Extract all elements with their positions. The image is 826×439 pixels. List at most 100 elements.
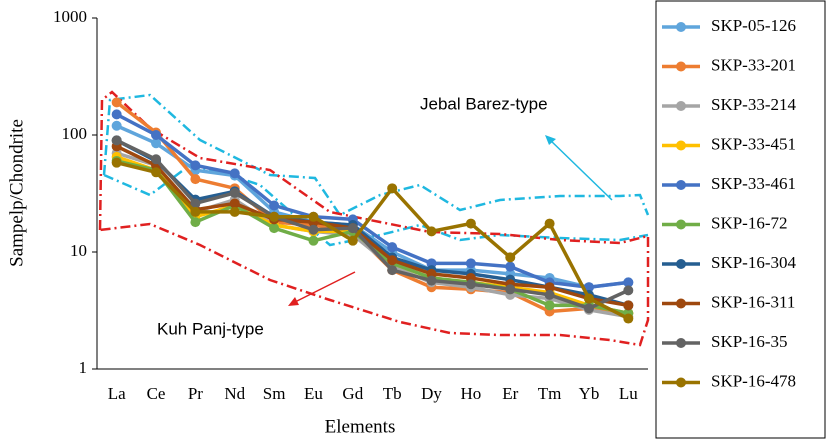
x-tick-label: Tm	[538, 384, 562, 403]
annotation: Kuh Panj-type	[157, 319, 264, 338]
legend-label: SKP-16-478	[711, 371, 796, 390]
legend-marker	[676, 180, 686, 190]
legend-marker	[676, 298, 686, 309]
point	[623, 300, 634, 311]
series-line	[115, 144, 629, 308]
x-tick-label: Ce	[147, 384, 166, 403]
point	[308, 211, 319, 222]
kuh-panj-field	[98, 90, 650, 347]
point	[190, 206, 201, 217]
point	[623, 277, 634, 288]
point	[387, 242, 398, 253]
x-tick-label: La	[108, 384, 126, 403]
legend-label: SKP-16-311	[711, 292, 795, 311]
point	[347, 235, 358, 246]
legend-label: SKP-33-451	[711, 134, 796, 153]
legend-marker	[676, 22, 686, 32]
point	[426, 226, 437, 237]
legend-marker	[676, 377, 686, 388]
y-axis-label: Sampelp/Chondrite	[6, 119, 27, 267]
legend-label: SKP-05-126	[711, 16, 796, 35]
point	[308, 224, 319, 235]
x-tick-label: Er	[502, 384, 518, 403]
arrow-head	[545, 135, 556, 145]
legend-label: SKP-16-304	[711, 253, 797, 272]
arrow	[547, 137, 613, 201]
y-tick-label: 100	[62, 124, 88, 143]
y-tick-label: 1	[79, 358, 88, 377]
legend-marker	[676, 259, 686, 269]
point	[465, 258, 476, 269]
point	[544, 300, 555, 311]
point	[387, 265, 398, 276]
point	[623, 313, 634, 324]
legend-marker	[676, 338, 686, 348]
point	[190, 160, 201, 171]
point	[505, 284, 516, 295]
point	[229, 198, 240, 209]
x-tick-label: Yb	[579, 384, 600, 403]
point	[151, 130, 162, 140]
series-line	[115, 112, 629, 289]
point	[623, 285, 634, 296]
legend-label: SKP-33-461	[711, 174, 796, 193]
legend-marker	[676, 61, 686, 72]
series-line	[116, 160, 630, 321]
point	[583, 303, 594, 314]
point	[583, 293, 594, 304]
point	[111, 109, 122, 120]
x-tick-label: Tb	[383, 384, 402, 403]
point	[465, 279, 476, 290]
legend-marker	[676, 219, 686, 230]
point	[505, 252, 516, 263]
point	[269, 200, 280, 211]
point	[229, 206, 240, 217]
point	[544, 282, 555, 293]
series-line	[115, 124, 629, 289]
legend-label: SKP-33-201	[711, 55, 796, 74]
point	[269, 211, 280, 222]
x-tick-label: Eu	[304, 384, 323, 403]
point	[111, 157, 122, 168]
point	[111, 120, 122, 131]
point	[387, 183, 398, 194]
x-tick-label: Dy	[421, 384, 442, 403]
x-tick-label: Lu	[619, 384, 638, 403]
point	[347, 223, 358, 234]
point	[111, 97, 122, 108]
point	[190, 174, 201, 185]
point	[151, 154, 162, 165]
y-tick-label: 10	[70, 241, 87, 260]
x-tick-label: Gd	[342, 384, 363, 403]
point	[229, 187, 240, 198]
point	[544, 289, 555, 300]
point	[387, 255, 398, 266]
point	[465, 218, 476, 229]
x-tick-label: Nd	[224, 384, 245, 403]
arrow	[292, 271, 356, 304]
legend-marker	[676, 140, 686, 151]
series-line	[115, 138, 630, 311]
point	[229, 168, 240, 179]
point	[583, 282, 594, 293]
point	[269, 223, 280, 234]
legend-marker	[676, 101, 686, 111]
legend-label: SKP-16-35	[711, 332, 788, 351]
point	[190, 198, 201, 209]
point	[505, 261, 516, 272]
x-axis-label: Elements	[325, 416, 396, 437]
point	[308, 235, 319, 246]
point	[151, 167, 162, 178]
x-tick-label: Ho	[461, 384, 482, 403]
annotation: Jebal Barez-type	[420, 94, 548, 113]
point	[151, 138, 162, 149]
arrow-head	[288, 297, 299, 306]
point	[190, 217, 201, 228]
legend-label: SKP-33-214	[711, 95, 797, 114]
point	[111, 135, 122, 146]
x-tick-label: Pr	[188, 384, 203, 403]
point	[426, 275, 437, 286]
legend-label: SKP-16-72	[711, 213, 788, 232]
